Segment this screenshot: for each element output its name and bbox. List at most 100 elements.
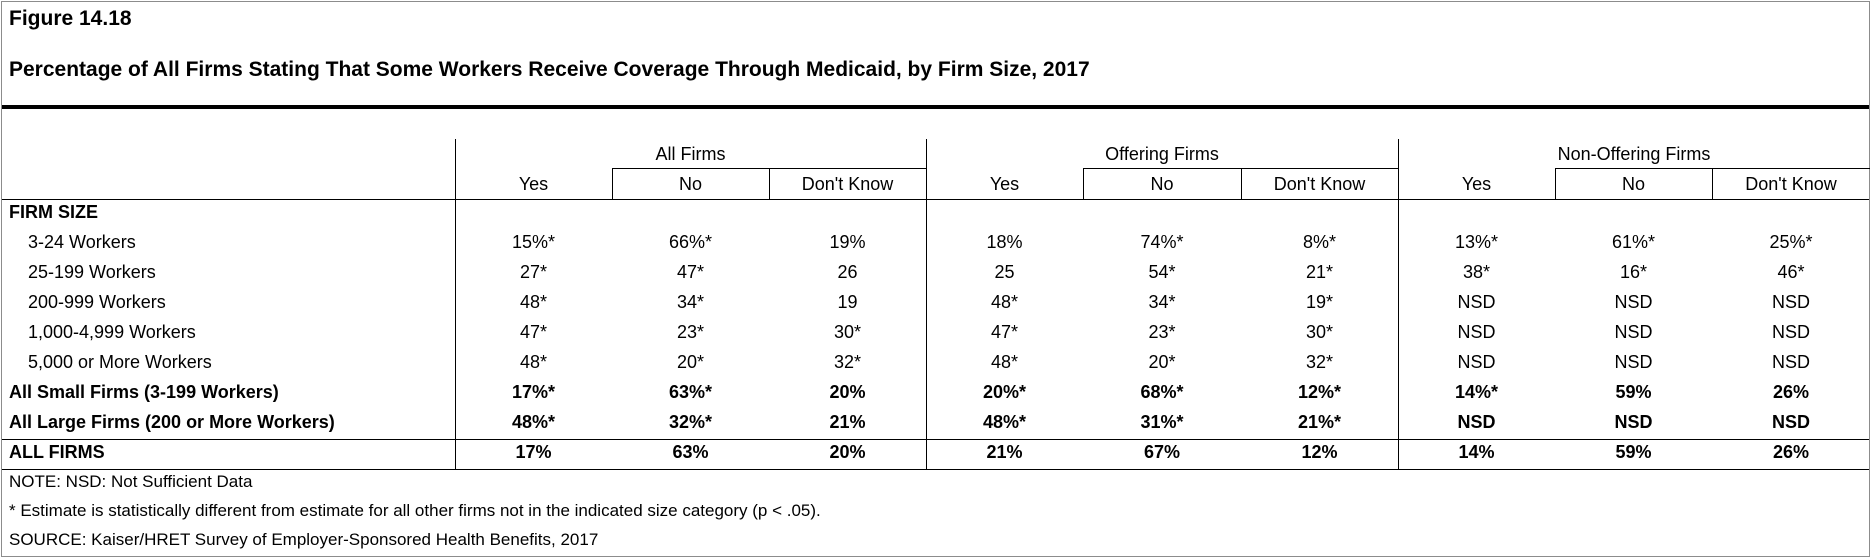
table-cell: 23*	[676, 322, 705, 342]
table-cell: NSD	[1457, 292, 1496, 312]
table-cell: 32*	[833, 352, 862, 372]
table-cell: 48%*	[982, 412, 1027, 432]
table-cell: 32*	[1305, 352, 1334, 372]
section-label: FIRM SIZE	[9, 202, 98, 222]
table-cell: NSD	[1614, 292, 1653, 312]
table-cell: 66%*	[668, 232, 713, 252]
table-cell: NSD	[1614, 352, 1653, 372]
col-header: No	[678, 174, 702, 194]
table-divider	[2, 439, 1869, 440]
title-divider	[2, 105, 1869, 109]
table-cell: 63%	[672, 442, 709, 462]
table-cell: 20*	[1148, 352, 1176, 372]
table-cell: 63%*	[668, 382, 713, 402]
table-cell: 19	[837, 292, 858, 312]
col-header: No	[1150, 174, 1174, 194]
table-cell: NSD	[1457, 412, 1496, 432]
row-label: All Small Firms (3-199 Workers)	[9, 382, 279, 402]
row-label: ALL FIRMS	[9, 442, 105, 462]
source-line: SOURCE: Kaiser/HRET Survey of Employer-S…	[9, 530, 599, 549]
table-cell: 31%*	[1140, 412, 1184, 432]
section-row: FIRM SIZE	[2, 202, 1869, 232]
table-divider	[1083, 169, 1084, 199]
table-cell: NSD	[1614, 322, 1653, 342]
table-cell: 38*	[1462, 262, 1491, 282]
col-header: Yes	[518, 174, 549, 194]
table-cell: 18%	[986, 232, 1023, 252]
table-cell: 54*	[1148, 262, 1176, 282]
table-cell: 67%	[1143, 442, 1181, 462]
row-label: 3-24 Workers	[28, 232, 136, 252]
table-cell: 21*	[1305, 262, 1334, 282]
table-cell: 17%*	[511, 382, 556, 402]
table-cell: NSD	[1457, 352, 1496, 372]
table-divider	[1712, 169, 1713, 199]
table-divider	[612, 168, 926, 169]
col-header: Don't Know	[1273, 174, 1366, 194]
table-divider	[1083, 168, 1398, 169]
row-200-999-workers: 200-999 Workers 48* 34* 19 48* 34* 19* NSD NSD NS…	[2, 292, 1869, 322]
table-cell: NSD	[1457, 322, 1496, 342]
table-cell: 21%	[829, 412, 866, 432]
table-cell: 30*	[833, 322, 862, 342]
table-cell: 27*	[519, 262, 548, 282]
row-5000-plus-workers: 5,000 or More Workers 48* 20* 32* 48* 20* 32* N…	[2, 352, 1869, 382]
footnote-line: * Estimate is statistically different fr…	[9, 501, 821, 520]
note-line: NOTE: NSD: Not Sufficient Data	[9, 472, 253, 491]
table-cell: NSD	[1771, 292, 1810, 312]
row-label: 5,000 or More Workers	[28, 352, 212, 372]
table-cell: 15%*	[511, 232, 556, 252]
table-cell: 48%*	[511, 412, 556, 432]
table-cell: 25%*	[1769, 232, 1813, 252]
table-cell: 12%*	[1297, 382, 1342, 402]
table-cell: 48*	[519, 352, 548, 372]
table-cell: 48*	[519, 292, 548, 312]
table-cell: 26%	[1772, 382, 1810, 402]
row-label: 200-999 Workers	[28, 292, 166, 312]
row-all-large-firms: All Large Firms (200 or More Workers) 48%…	[2, 412, 1869, 442]
row-all-firms: ALL FIRMS 17% 63% 20% 21% 67% 12% 14% 59% 26%	[2, 442, 1869, 472]
table-divider	[1398, 139, 1399, 470]
table-cell: 47*	[519, 322, 548, 342]
table-cell: 19*	[1305, 292, 1334, 312]
table-cell: 20%*	[982, 382, 1027, 402]
table-cell: 34*	[1148, 292, 1176, 312]
row-label: All Large Firms (200 or More Workers)	[9, 412, 335, 432]
table-cell: NSD	[1771, 412, 1810, 432]
row-1000-4999-workers: 1,000-4,999 Workers 47* 23* 30* 47* 23* 30* NSD…	[2, 322, 1869, 352]
table-cell: 47*	[990, 322, 1019, 342]
table-cell: 20%	[829, 442, 866, 462]
col-header: Don't Know	[801, 174, 894, 194]
table-divider	[612, 169, 613, 199]
table-cell: 13%*	[1454, 232, 1499, 252]
row-label: 25-199 Workers	[28, 262, 156, 282]
table-cell: 25	[994, 262, 1015, 282]
figure-title: Percentage of All Firms Stating That Som…	[9, 58, 1090, 81]
table-cell: 34*	[676, 292, 705, 312]
table-divider	[455, 139, 456, 470]
table-cell: 48*	[990, 292, 1019, 312]
col-header: No	[1621, 174, 1645, 194]
table-cell: 47*	[676, 262, 705, 282]
table-cell: 21%	[986, 442, 1023, 462]
group-header-all-firms: All Firms	[655, 144, 726, 164]
table-divider	[1555, 168, 1870, 169]
group-header-non-offering-firms: Non-Offering Firms	[1557, 144, 1711, 164]
table-cell: 21%*	[1297, 412, 1342, 432]
table-divider	[1555, 169, 1556, 199]
table-cell: 14%*	[1454, 382, 1499, 402]
table-divider	[2, 199, 1869, 200]
table-cell: 8%*	[1302, 232, 1337, 252]
group-header-offering-firms: Offering Firms	[1105, 144, 1219, 164]
row-all-small-firms: All Small Firms (3-199 Workers) 17%* 63%* 2…	[2, 382, 1869, 412]
table-cell: 20*	[676, 352, 705, 372]
figure-label: Figure 14.18	[9, 7, 132, 30]
table-cell: 12%	[1301, 442, 1338, 462]
table-cell: 30*	[1305, 322, 1334, 342]
col-header: Don't Know	[1745, 174, 1837, 194]
table-cell: 46*	[1777, 262, 1805, 282]
table-cell: 48*	[990, 352, 1019, 372]
table-cell: 32%*	[668, 412, 713, 432]
table-cell: 14%	[1458, 442, 1495, 462]
